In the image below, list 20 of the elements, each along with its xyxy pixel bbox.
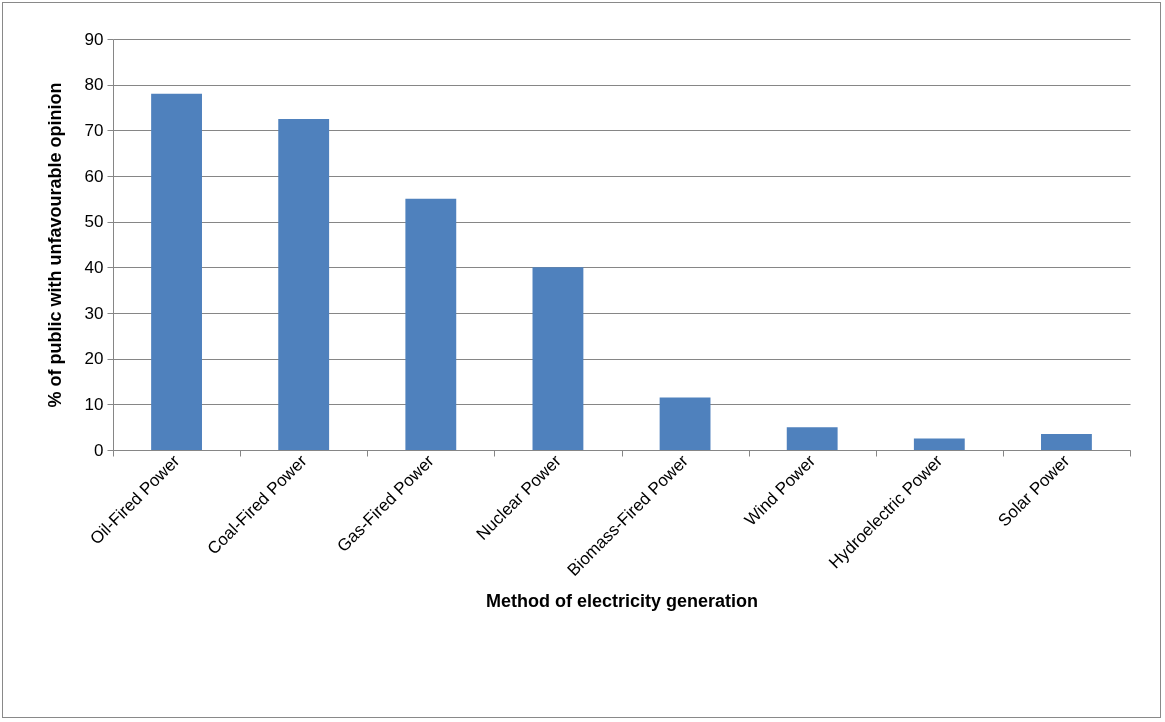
y-tick-label: 10: [84, 394, 104, 414]
bar: [405, 198, 457, 450]
y-axis-title: % of public with unfavourable opinion: [44, 82, 65, 408]
y-tick-label: 50: [84, 212, 104, 232]
y-tick-label: 20: [84, 349, 104, 369]
y-tick-label: 60: [84, 166, 104, 186]
y-tick-label: 70: [84, 120, 104, 140]
y-tick-label: 90: [84, 29, 104, 49]
x-axis-title: Method of electricity generation: [485, 591, 759, 612]
bar: [151, 93, 202, 450]
bar: [913, 438, 965, 450]
y-tick-label: 30: [84, 303, 104, 323]
y-tick-label: 80: [84, 75, 104, 95]
y-tick-label: 40: [84, 257, 104, 277]
bar: [278, 118, 330, 450]
bar: [1041, 434, 1092, 450]
bar: [786, 427, 838, 450]
y-tick-label: 0: [94, 440, 104, 460]
bar: [659, 397, 711, 450]
bar: [532, 267, 584, 450]
